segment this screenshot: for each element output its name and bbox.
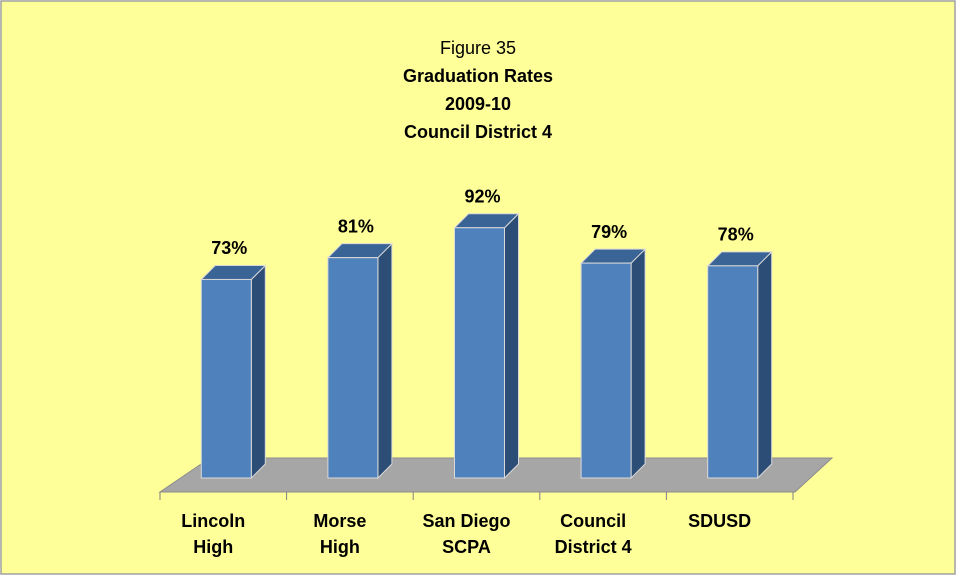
bar <box>327 257 379 479</box>
bar-side <box>377 242 393 480</box>
data-label: 81% <box>338 216 374 236</box>
data-label: 78% <box>718 225 754 245</box>
bar-side <box>250 264 266 480</box>
data-label: 73% <box>211 238 247 258</box>
bar <box>200 278 252 479</box>
bar-side <box>504 212 519 480</box>
x-tick-label: SDUSD <box>688 511 752 531</box>
x-tick-label: Council District 4 <box>554 511 632 557</box>
bar <box>454 227 505 479</box>
chart-title: Figure 35 <box>440 38 516 58</box>
bar-side <box>630 247 646 480</box>
bar <box>580 262 632 479</box>
chart-subtitle: Graduation Rates <box>403 66 553 86</box>
bar-side <box>757 250 773 480</box>
bar <box>707 265 759 479</box>
x-tick-label: San Diego SCPA <box>422 511 511 557</box>
chart-subtitle: 2009-10 <box>445 94 511 114</box>
data-label: 79% <box>591 222 627 242</box>
x-tick-label: Morse High <box>313 511 367 557</box>
chart-subtitle: Council District 4 <box>404 122 552 142</box>
data-label: 92% <box>464 187 500 207</box>
x-tick-label: Lincoln High <box>181 511 246 557</box>
